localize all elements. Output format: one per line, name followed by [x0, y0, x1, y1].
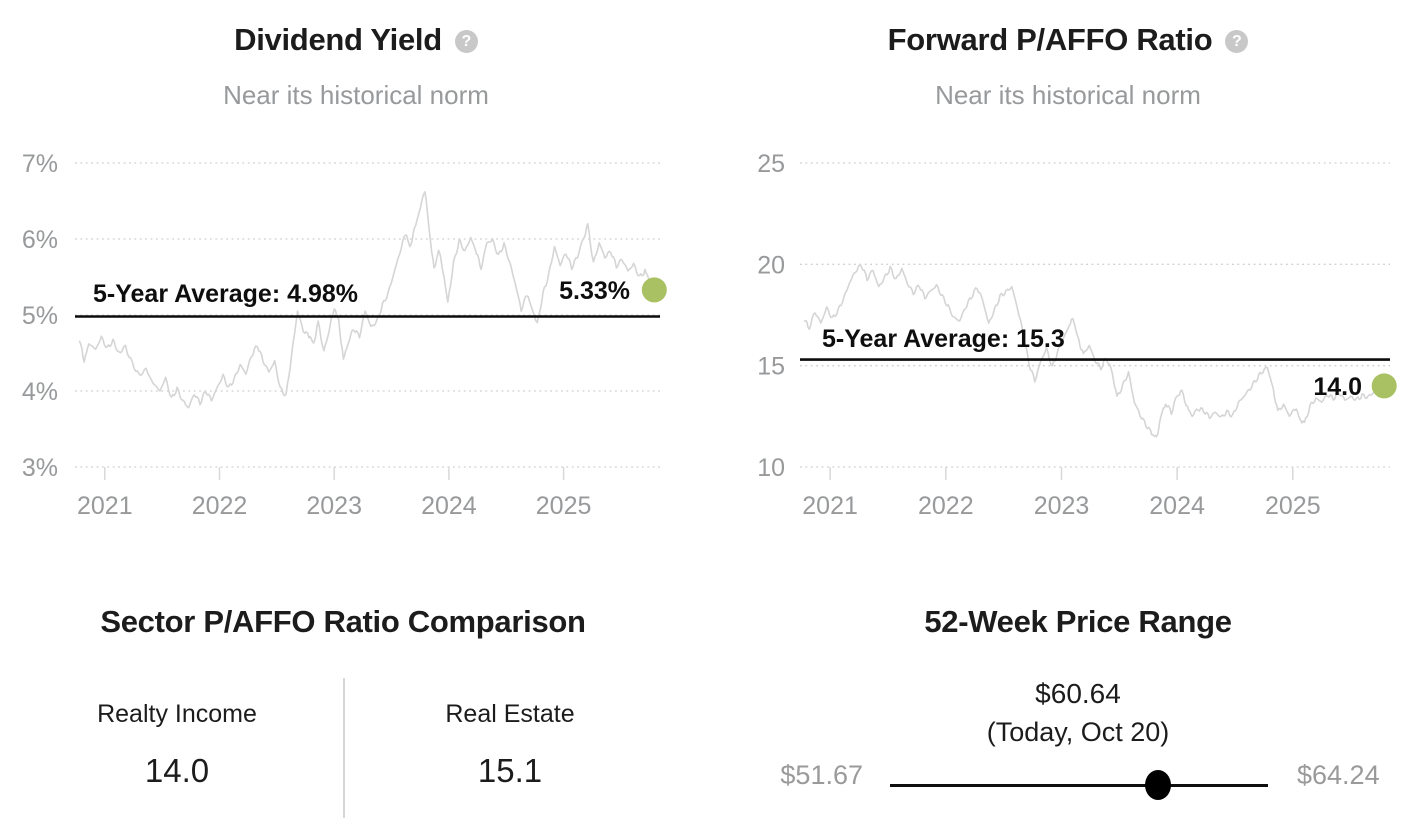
price-range-track: [890, 784, 1268, 787]
forward-paffo-subtitle: Near its historical norm: [935, 80, 1201, 110]
dividend-average-label: 5-Year Average: 4.98%: [93, 280, 358, 308]
forward-paffo-panel: 25 20 15 10 2021 2022 2023 2024 2025 Forward P/A…: [712, 0, 1424, 560]
current-price-label: $60.64: [1035, 678, 1121, 709]
sector-column-label: Real Estate: [445, 700, 575, 728]
price-history-line: [803, 263, 1386, 438]
forward-paffo-chart: 25 20 15 10 2021 2022 2023 2024 2025: [757, 150, 1397, 520]
x-axis-tick-label: 2024: [421, 492, 477, 520]
paffo-current-value: 14.0: [1313, 373, 1362, 401]
x-axis-tick-label: 2023: [1034, 492, 1090, 520]
y-axis-tick-label: 10: [757, 454, 785, 482]
x-axis-tick-label: 2022: [918, 492, 974, 520]
current-value-dot: [641, 277, 667, 303]
current-price-marker: [1145, 770, 1171, 800]
y-axis-tick-label: 7%: [22, 150, 58, 178]
range-high-label: $64.24: [1297, 760, 1380, 790]
sector-column-label: Realty Income: [97, 700, 257, 728]
x-axis-tick-label: 2022: [192, 492, 248, 520]
sector-column-realty-income: Realty Income 14.0: [27, 700, 327, 790]
dividend-current-value: 5.33%: [559, 277, 630, 305]
forward-paffo-title: Forward P/AFFO Ratio: [887, 22, 1213, 57]
y-axis-tick-label: 15: [757, 353, 785, 381]
help-icon[interactable]: ?: [454, 30, 478, 53]
y-axis-tick-label: 20: [757, 251, 785, 279]
dividend-yield-chart: 7% 6% 5% 4% 3% 2021 2022 2023 2024 2025: [22, 150, 667, 520]
sector-column-value: 14.0: [144, 752, 210, 789]
x-axis-tick-label: 2025: [536, 492, 592, 520]
price-history-line: [78, 191, 656, 409]
y-axis-tick-label: 3%: [22, 454, 58, 482]
column-divider: [343, 678, 345, 818]
forward-paffo-header: Forward P/AFFO Ratio ? Near its historic…: [712, 22, 1424, 111]
dividend-yield-subtitle: Near its historical norm: [223, 80, 489, 110]
help-icon[interactable]: ?: [1225, 30, 1249, 53]
x-axis-tick-label: 2025: [1265, 492, 1321, 520]
y-axis-tick-label: 5%: [22, 302, 58, 330]
x-axis-tick-label: 2023: [306, 492, 362, 520]
x-axis-tick-label: 2021: [802, 492, 858, 520]
dividend-yield-panel: 7% 6% 5% 4% 3% 2021 2022 2023 2024 2025 Dividend …: [0, 0, 712, 560]
dividend-yield-title: Dividend Yield: [234, 22, 442, 57]
y-axis-tick-label: 4%: [22, 378, 58, 406]
sector-column-real-estate: Real Estate 15.1: [360, 700, 660, 790]
y-axis-tick-label: 25: [757, 150, 785, 178]
sector-column-value: 15.1: [477, 752, 543, 789]
range-low-label: $51.67: [780, 760, 863, 790]
x-axis-tick-label: 2024: [1149, 492, 1205, 520]
price-range-title: 52-Week Price Range: [924, 604, 1232, 639]
current-price-date: (Today, Oct 20): [986, 717, 1170, 747]
current-value-dot: [1371, 373, 1397, 399]
sector-comparison-title: Sector P/AFFO Ratio Comparison: [100, 604, 586, 639]
paffo-average-label: 5-Year Average: 15.3: [822, 325, 1065, 353]
x-axis-tick-label: 2021: [77, 492, 133, 520]
y-axis-tick-label: 6%: [22, 226, 58, 254]
dividend-yield-header: Dividend Yield ? Near its historical nor…: [0, 22, 712, 111]
